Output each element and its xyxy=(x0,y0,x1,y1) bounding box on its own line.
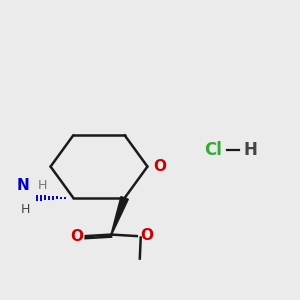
Text: O: O xyxy=(70,229,83,244)
Text: O: O xyxy=(153,159,166,174)
Text: H: H xyxy=(243,141,257,159)
Text: H: H xyxy=(20,203,30,216)
Text: Cl: Cl xyxy=(204,141,222,159)
Text: N: N xyxy=(17,178,30,193)
Text: H: H xyxy=(38,179,47,192)
Polygon shape xyxy=(111,196,128,235)
Text: O: O xyxy=(140,228,153,243)
